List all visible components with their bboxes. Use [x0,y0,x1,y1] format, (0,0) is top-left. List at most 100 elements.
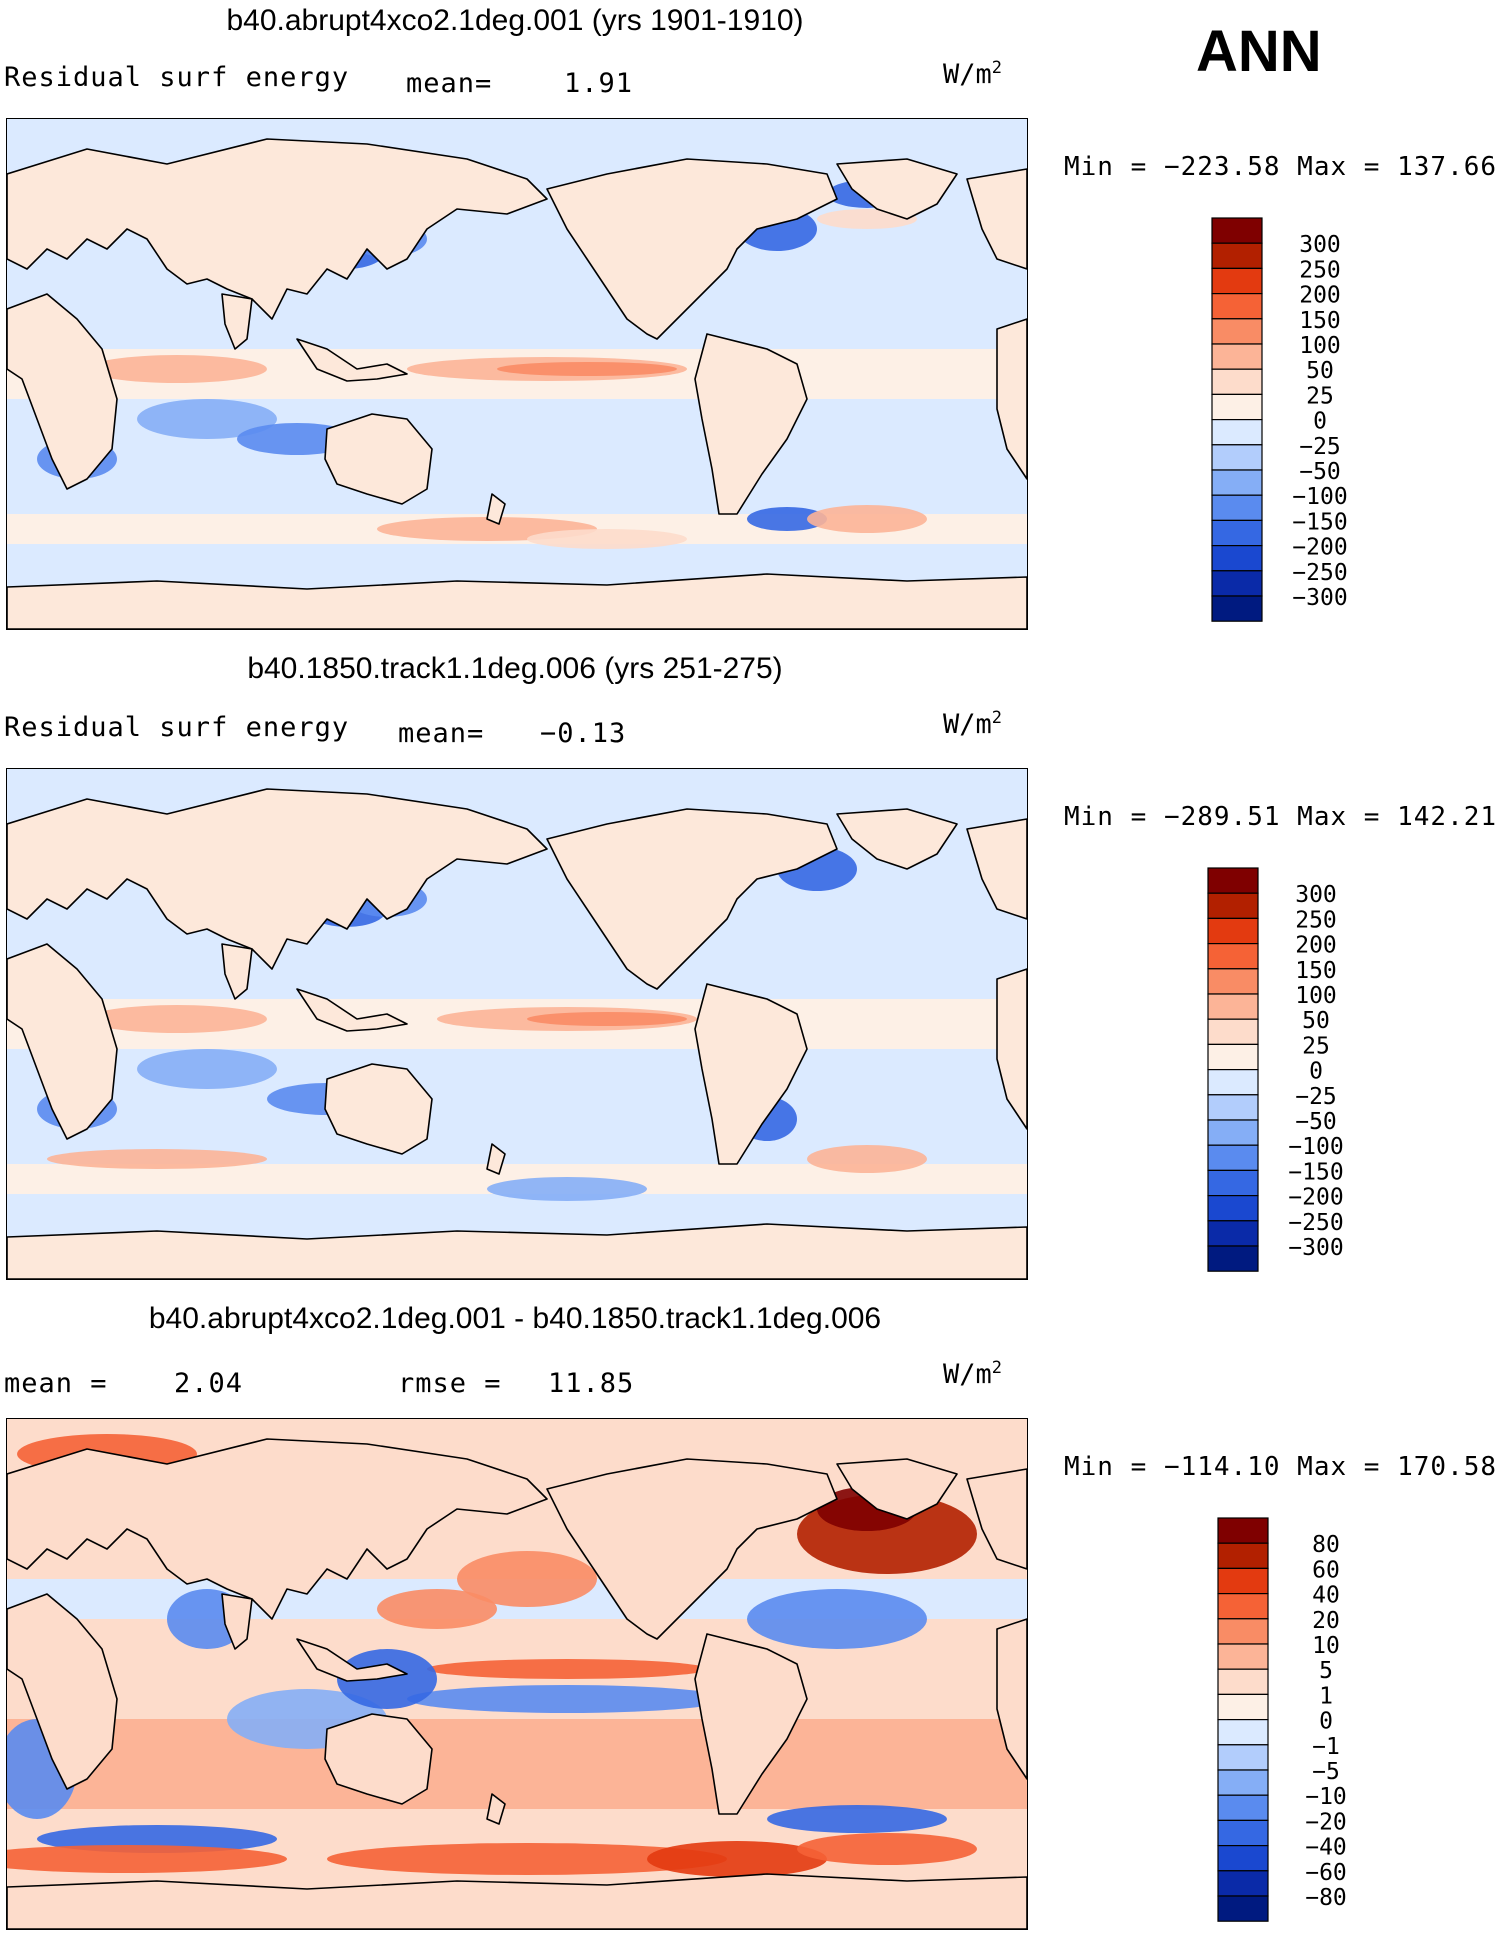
panel-2-colorbar: 300 250 200 150 100 50 25 0 −25 −50 −100 −150 −200 −2… [1206,866,1376,1272]
colorbar-3-tick-label: 10 [1312,1633,1340,1659]
map-2-landmass [7,1873,1027,1929]
map-2-anomaly-region [747,1589,927,1649]
map-2-landmass [966,1468,1027,1570]
colorbar-2-tick-label: −25 [1295,1084,1337,1110]
colorbar-1-swatch [1211,545,1263,572]
map-2-landmass [694,1633,808,1815]
map-1-landmass [966,818,1027,920]
map-1-anomaly-region [47,1149,267,1169]
map-2-landmass [7,1438,548,1620]
colorbar-3-tick-label: −5 [1312,1759,1340,1785]
map-0-anomaly-region [807,505,927,533]
colorbar-1-swatch [1211,393,1263,421]
map-1-landmass [996,968,1027,1130]
map-1-landmass [7,788,548,970]
panel-2-mean-label: mean= [398,718,485,749]
colorbar-1-swatch [1211,368,1263,395]
colorbar-3-tick-label: 5 [1319,1658,1333,1684]
colorbar-1-tick-label: −150 [1292,509,1347,535]
colorbar-3-swatch [1217,1643,1269,1670]
map-0-landmass [221,293,253,350]
colorbar-2-swatch [1207,917,1259,945]
colorbar-2-swatch [1207,1144,1259,1172]
panel-1-map [6,118,1028,630]
colorbar-1-swatch [1211,419,1263,446]
map-1-anomaly-region [137,1049,277,1089]
colorbar-2-swatch [1207,892,1259,920]
colorbar-3-swatch [1217,1592,1269,1620]
map-2-anomaly-region [407,1685,727,1713]
map-2-landmass [486,1793,506,1825]
colorbar-1-tick-label: 50 [1306,358,1334,384]
map-1-landmass [836,808,958,870]
colorbar-1-tick-label: 150 [1299,308,1341,334]
map-1-landmass [546,808,838,990]
colorbar-3-swatch [1217,1794,1269,1822]
colorbar-1-swatch [1211,318,1263,345]
colorbar-2-swatch [1207,867,1259,894]
colorbar-3-swatch [1217,1870,1269,1897]
colorbar-1-tick-label: 250 [1299,257,1341,283]
panel-1-colorbar-svg: 30025020015010050250−25−50−100−150−200−2… [1211,217,1348,622]
colorbar-1-swatch [1211,217,1263,244]
colorbar-1-swatch [1211,267,1263,295]
map-2-anomaly-region [7,1845,287,1873]
map-2-anomaly-region [647,1841,827,1877]
map-0-anomaly-region [497,362,677,376]
map-2-anomaly-region [797,1833,977,1865]
map-2-landmass [836,1458,958,1520]
colorbar-2-tick-label: −300 [1288,1235,1343,1261]
colorbar-1-tick-label: 100 [1299,333,1341,359]
colorbar-3-swatch [1217,1819,1269,1847]
colorbar-3-tick-label: −1 [1312,1734,1340,1760]
colorbar-1-tick-label: −100 [1292,484,1347,510]
colorbar-3-swatch [1217,1542,1269,1570]
map-0-anomaly-region [137,399,277,439]
map-0-landmass [486,493,506,525]
colorbar-3-swatch [1217,1668,1269,1695]
colorbar-1-swatch [1211,469,1263,496]
map-0-landmass [966,168,1027,270]
colorbar-2-tick-label: 100 [1295,983,1337,1009]
colorbar-2-swatch [1207,1195,1259,1222]
colorbar-2-tick-label: 150 [1295,958,1337,984]
map-0-anomaly-region [87,355,267,383]
colorbar-2-tick-label: −250 [1288,1210,1343,1236]
map-2-anomaly-region [767,1805,947,1833]
map-1-landmass [221,943,253,1000]
map-0-anomaly-region [747,507,827,531]
colorbar-2-swatch [1207,1220,1259,1247]
colorbar-3-tick-label: 1 [1319,1683,1333,1709]
colorbar-2-tick-label: −200 [1288,1185,1343,1211]
colorbar-3-tick-label: 60 [1312,1557,1340,1583]
map-1-landmass [324,1063,433,1155]
colorbar-2-swatch [1207,1094,1259,1121]
panel-3-minmax: Min = −114.10 Max = 170.58 [1064,1452,1498,1482]
colorbar-2-swatch [1207,1169,1259,1197]
colorbar-1-swatch [1211,494,1263,522]
map-2-anomaly-region [377,1589,497,1629]
panel-2-map-svg [7,769,1027,1279]
colorbar-1-swatch [1211,595,1263,622]
colorbar-1-tick-label: 25 [1306,383,1334,409]
colorbar-3-tick-label: 20 [1312,1608,1340,1634]
panel-1-mean-value: 1.91 [564,68,634,99]
panel-1-field-label: Residual surf energy [4,62,350,93]
panel-1-title: b40.abrupt4xco2.1deg.001 (yrs 1901-1910) [226,4,804,37]
map-0-landmass [836,158,958,220]
colorbar-1-tick-label: −300 [1292,585,1347,611]
colorbar-1-swatch [1211,519,1263,547]
colorbar-2-tick-label: −100 [1288,1134,1343,1160]
colorbar-3-swatch [1217,1895,1269,1922]
colorbar-1-swatch [1211,570,1263,597]
panel-2-field-label: Residual surf energy [4,712,350,743]
colorbar-1-tick-label: −25 [1299,434,1341,460]
colorbar-3-tick-label: −20 [1305,1809,1347,1835]
colorbar-3-swatch [1217,1744,1269,1771]
colorbar-3-swatch [1217,1693,1269,1721]
colorbar-2-tick-label: 50 [1302,1008,1330,1034]
panel-3-mean-label: mean = [4,1368,108,1399]
colorbar-1-swatch [1211,343,1263,370]
colorbar-1-tick-label: −250 [1292,560,1347,586]
